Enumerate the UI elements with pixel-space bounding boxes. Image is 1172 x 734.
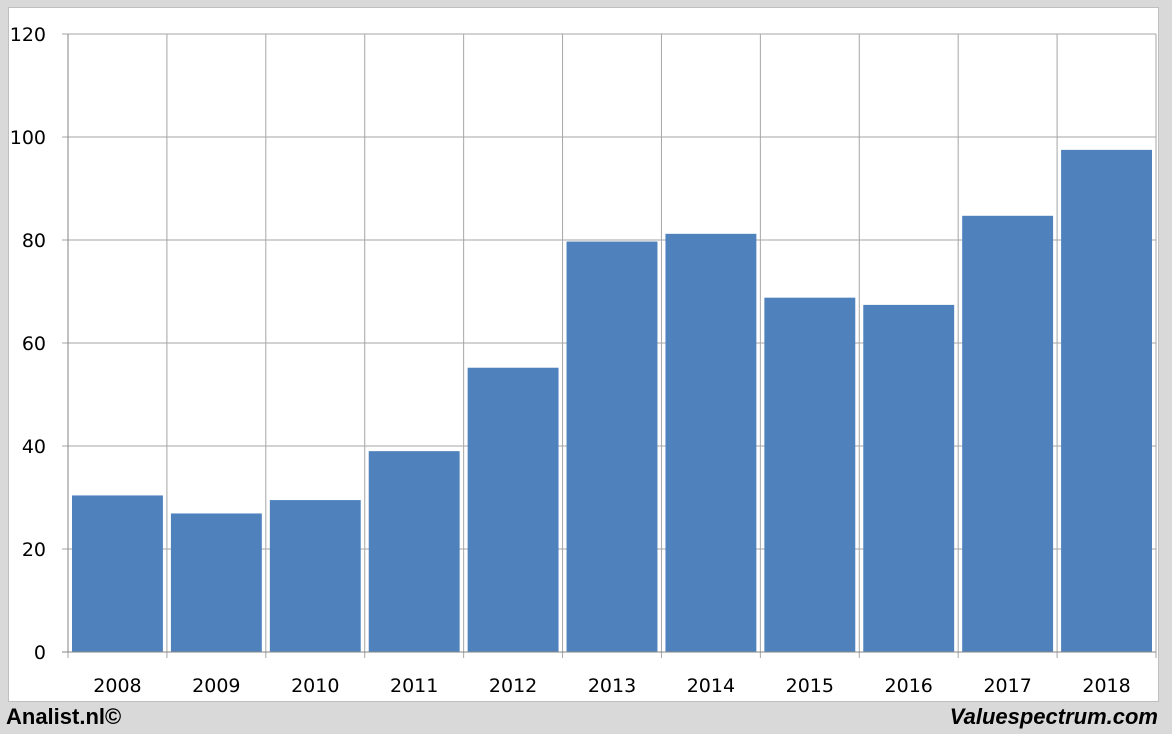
bar-2009 (170, 513, 262, 652)
y-tick-label: 60 (22, 333, 46, 355)
y-tick-label: 100 (10, 127, 46, 149)
bar-2015 (764, 297, 856, 652)
x-tick-label: 2008 (93, 675, 141, 697)
x-tick-label: 2012 (489, 675, 537, 697)
bar-2010 (269, 500, 361, 652)
y-tick-label: 80 (22, 230, 46, 252)
bar-2017 (962, 215, 1054, 653)
x-tick-label: 2016 (885, 675, 933, 697)
footer-right-brand: Valuespectrum.com (949, 704, 1158, 729)
bar-2008 (72, 495, 163, 652)
bar-2011 (368, 451, 460, 652)
x-tick-label: 2018 (1082, 675, 1130, 697)
x-tick-label: 2009 (192, 675, 240, 697)
bar-2013 (566, 241, 658, 653)
x-tick-label: 2011 (390, 675, 438, 697)
x-tick-label: 2010 (291, 675, 339, 697)
y-tick-label: 40 (22, 436, 46, 458)
bar-2016 (863, 304, 955, 652)
bar-2014 (665, 233, 757, 652)
x-tick-label: 2015 (786, 675, 834, 697)
x-tick-label: 2017 (983, 675, 1031, 697)
y-tick-label: 0 (34, 642, 46, 664)
bar-2012 (467, 367, 559, 652)
footer-left-brand: Analist.nl© (6, 704, 122, 729)
bar-2018 (1061, 149, 1152, 652)
x-tick-label: 2014 (687, 675, 735, 697)
y-tick-label: 20 (22, 539, 46, 561)
y-tick-label: 120 (10, 24, 46, 46)
x-tick-label: 2013 (588, 675, 636, 697)
